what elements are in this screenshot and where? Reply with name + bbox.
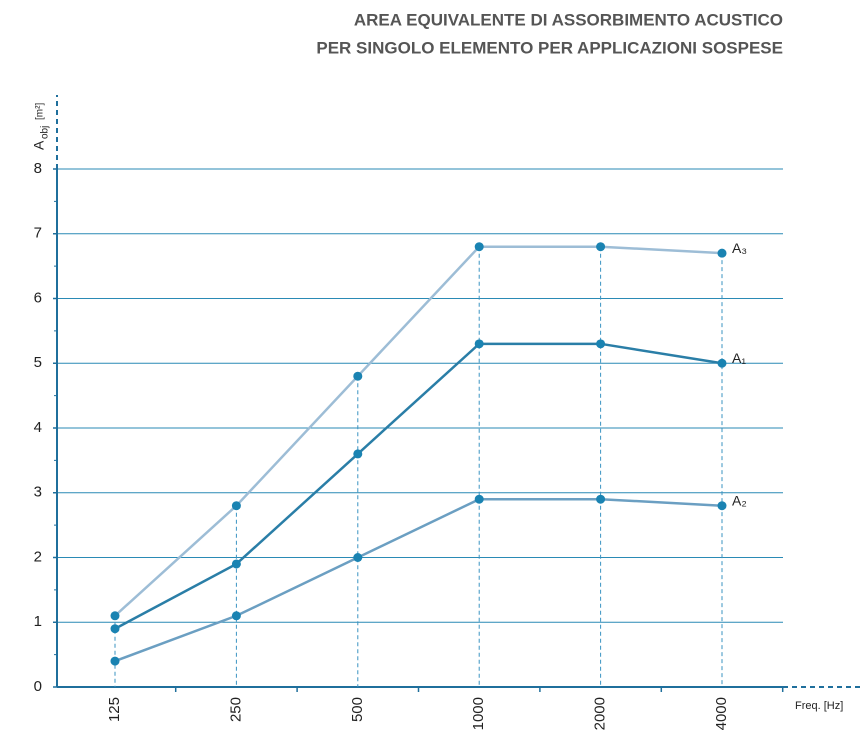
point	[231, 611, 241, 621]
y-tick-label: 6	[34, 289, 42, 306]
y-tick-label: 5	[34, 354, 42, 371]
chart-title: AREA EQUIVALENTE DI ASSORBIMENTO ACUSTIC…	[354, 10, 783, 29]
point	[353, 371, 363, 381]
y-label: A	[31, 140, 47, 150]
x-tick-label: 250	[227, 697, 244, 722]
point	[353, 553, 363, 562]
y-axis-label: A obj [m²]	[31, 103, 51, 150]
point	[110, 624, 120, 634]
y-tick-label: 1	[34, 613, 42, 630]
y-tick-label: 2	[34, 548, 42, 565]
x-tick-label: 500	[349, 697, 366, 722]
y-label-unit: [m²]	[35, 103, 46, 120]
series-label: A₂	[732, 492, 747, 508]
series-label: A₃	[732, 240, 747, 256]
point	[353, 449, 363, 459]
y-tick-label: 0	[34, 678, 42, 695]
x-tick-label: 125	[106, 697, 123, 722]
point	[474, 339, 484, 349]
point	[231, 559, 241, 569]
x-tick-label: 2000	[592, 697, 609, 730]
point	[110, 611, 120, 621]
series-line	[114, 342, 723, 630]
point	[474, 242, 484, 252]
y-tick-label: 7	[34, 225, 42, 242]
point	[474, 494, 484, 504]
chart-title: PER SINGOLO ELEMENTO PER APPLICAZIONI SO…	[316, 38, 783, 57]
x-tick-label: 4000	[713, 697, 730, 730]
point	[596, 242, 606, 252]
y-tick-label: 3	[34, 484, 42, 501]
point	[231, 501, 241, 511]
y-tick-label: 8	[34, 160, 42, 177]
x-tick-label: 1000	[470, 697, 487, 730]
y-tick-label: 4	[34, 419, 42, 436]
point	[596, 339, 606, 349]
point	[717, 501, 727, 511]
series-line	[114, 245, 723, 617]
x-axis-label: Freq. [Hz]	[795, 700, 843, 712]
series-label: A₁	[732, 350, 746, 366]
series-line	[114, 497, 723, 663]
y-label-sub: obj	[40, 126, 51, 139]
point	[110, 656, 120, 666]
point	[717, 248, 727, 258]
point	[596, 494, 606, 504]
point	[717, 358, 727, 368]
